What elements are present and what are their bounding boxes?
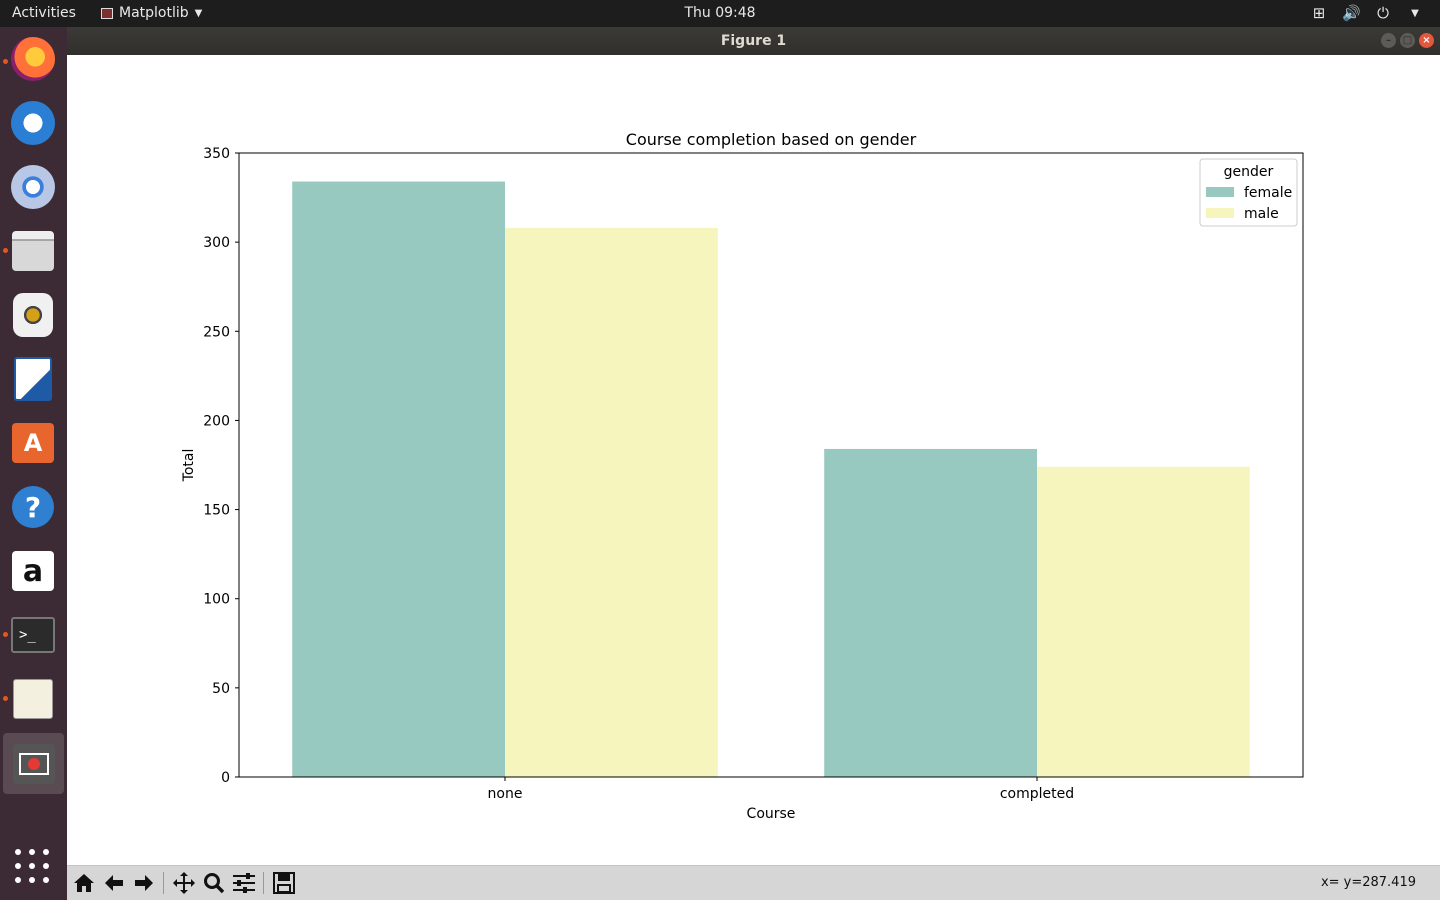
writer-launcher[interactable] [9,355,57,403]
show-applications-button[interactable] [9,843,57,891]
y-tick-label: 250 [203,324,230,340]
chevron-down-icon: ▼ [194,7,203,19]
chart-title: Course completion based on gender [626,130,917,149]
y-tick-label: 200 [203,413,230,429]
power-icon[interactable]: ⏻ [1377,4,1389,22]
y-axis-label: Total [181,449,197,483]
files-icon [12,231,54,271]
y-tick-label: 100 [203,592,230,608]
running-indicator [3,696,8,701]
help-launcher[interactable]: ? [9,483,57,531]
y-tick-label: 300 [203,235,230,251]
x-tick-label: none [488,786,523,802]
minimize-icon[interactable]: – [1381,33,1396,48]
top-panel: Activities Matplotlib ▼ Thu 09:48 ⊞ 🔊 ⏻ … [0,0,1440,27]
help-icon: ? [12,486,54,528]
home-icon[interactable] [71,870,97,896]
terminal-icon: >_ [11,617,55,653]
zoom-icon[interactable] [201,870,227,896]
apps-grid-icon [15,849,51,885]
clock[interactable]: Thu 09:48 [684,5,756,21]
terminal-launcher[interactable]: >_ [9,611,57,659]
bar-male-completed [1037,466,1250,777]
legend-label-female: female [1244,185,1292,201]
amazon-launcher[interactable]: a [9,547,57,595]
bar-female-none [292,181,505,778]
window-titlebar[interactable]: Figure 1 – □ × [67,27,1440,55]
text-editor-icon [13,679,53,719]
matplotlib-figure-icon [12,743,55,784]
figure-canvas[interactable]: none completed 0 50 100 150 200 250 300 350 Course… [67,55,1440,865]
axes-frame [238,152,1304,778]
window-title: Figure 1 [720,33,787,49]
x-axis-label: Course [747,806,796,822]
close-icon[interactable]: × [1419,33,1434,48]
maximize-icon[interactable]: □ [1400,33,1415,48]
rhythmbox-launcher[interactable] [9,291,57,339]
y-tick-label: 350 [203,146,230,162]
thunderbird-icon [11,101,55,145]
matplotlib-app-icon [101,7,113,19]
firefox-launcher[interactable] [9,35,57,83]
files-launcher[interactable] [9,227,57,275]
volume-icon[interactable]: 🔊 [1342,4,1361,22]
cursor-coordinates: x= y=287.419 [1320,875,1416,890]
software-launcher[interactable]: A [9,419,57,467]
bar-male-none [505,227,718,777]
y-tick-label: 150 [203,503,230,519]
chromium-icon [11,165,55,209]
text-editor-launcher[interactable] [9,675,57,723]
legend-swatch-male [1206,208,1234,218]
dock: A ? a >_ [0,27,67,900]
y-tick-label: 0 [221,770,230,786]
save-icon[interactable] [271,870,297,896]
firefox-icon [11,37,55,81]
forward-icon[interactable] [131,870,157,896]
amazon-icon: a [12,551,54,591]
running-indicator [3,248,8,253]
writer-icon [14,357,52,401]
y-tick-label: 50 [212,681,230,697]
running-indicator [3,59,8,64]
configure-subplots-icon[interactable] [231,870,257,896]
rhythmbox-icon [13,293,53,337]
bar-chart: none completed 0 50 100 150 200 250 300 350 Course… [181,130,1304,822]
legend-label-male: male [1244,206,1279,222]
app-menu[interactable]: Matplotlib ▼ [101,5,202,21]
thunderbird-launcher[interactable] [9,99,57,147]
matplotlib-launcher[interactable] [3,733,64,794]
x-tick-label: completed [1000,786,1074,802]
back-icon[interactable] [101,870,127,896]
legend-swatch-female [1206,187,1234,197]
bar-female-completed [824,448,1037,777]
app-menu-label: Matplotlib [119,5,189,21]
activities-button[interactable]: Activities [12,5,76,21]
running-indicator [3,632,8,637]
network-icon[interactable]: ⊞ [1312,4,1326,22]
system-tray[interactable]: ⊞ 🔊 ⏻ ▼ [1310,4,1424,22]
legend-title: gender [1224,164,1274,180]
chevron-down-icon[interactable]: ▼ [1411,7,1419,19]
pan-icon[interactable] [171,870,197,896]
navigation-toolbar: x= y=287.419 [67,865,1440,900]
chromium-launcher[interactable] [9,163,57,211]
software-store-icon: A [12,423,54,463]
